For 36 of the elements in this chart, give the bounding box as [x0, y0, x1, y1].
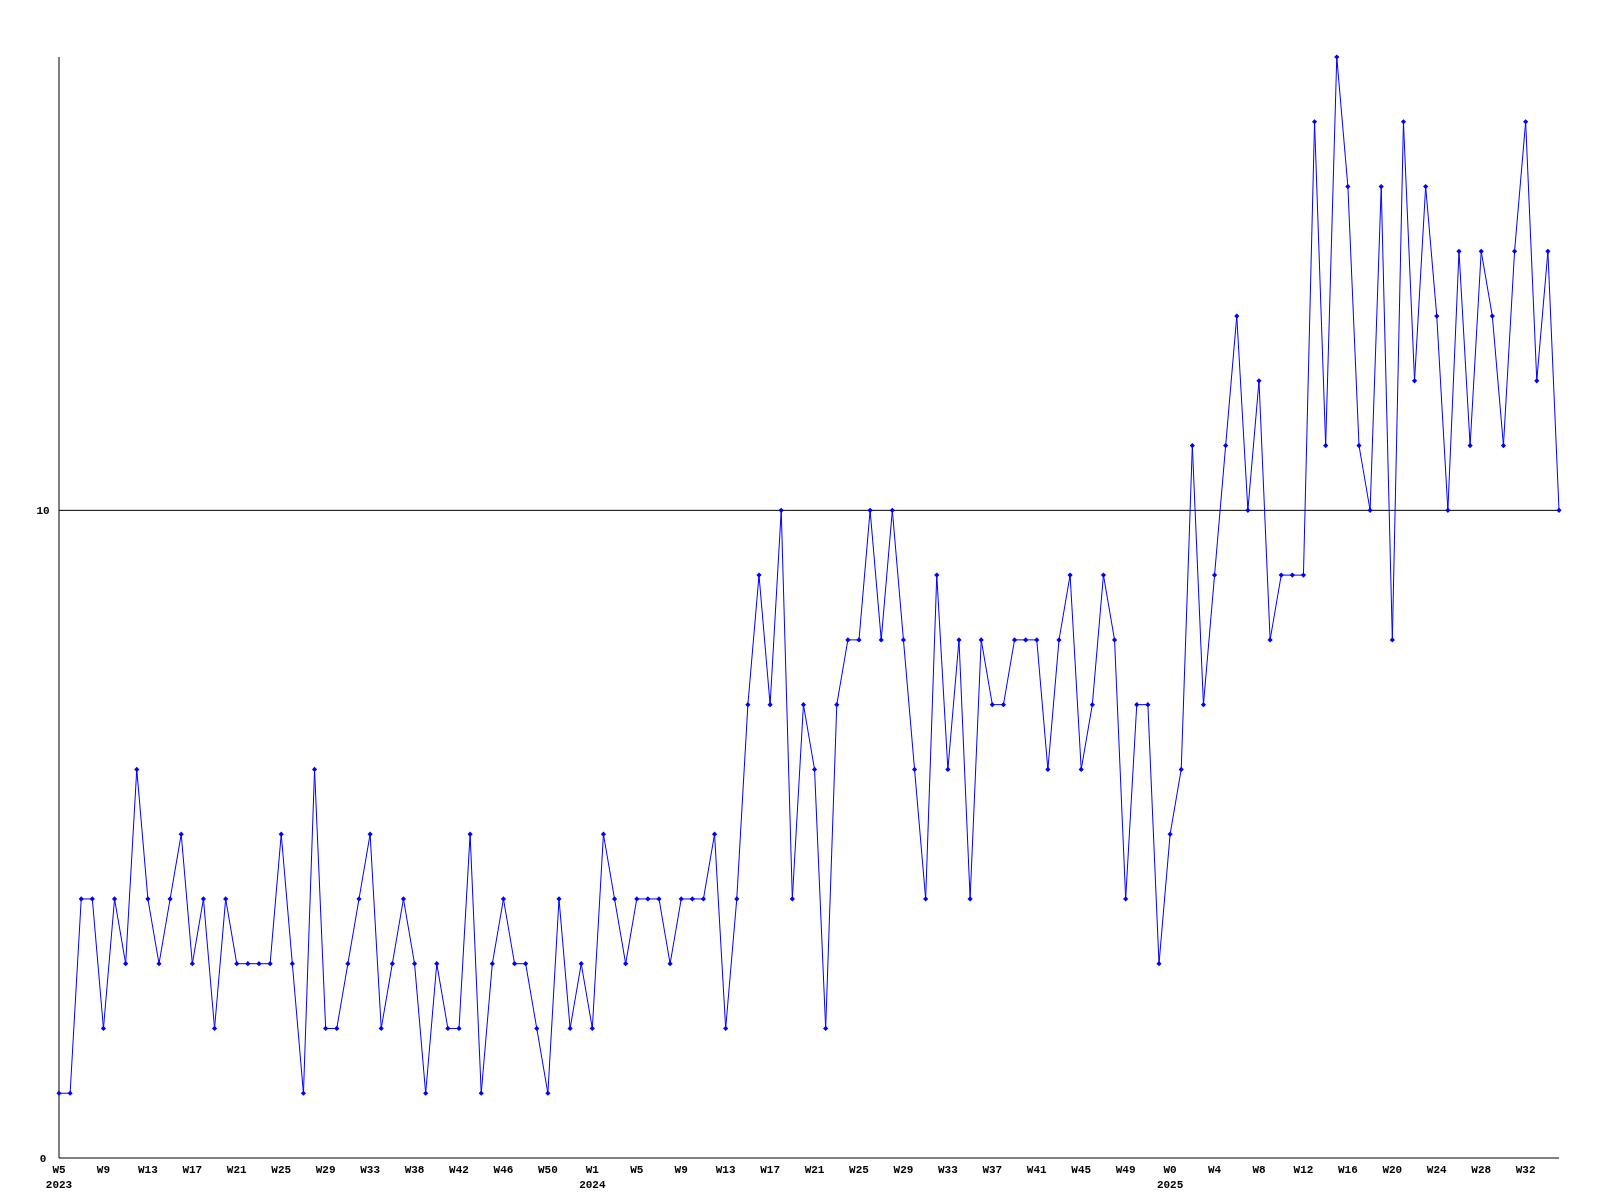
- x-tick-label: W38: [404, 1164, 425, 1176]
- x-tick-label: W29: [315, 1164, 336, 1176]
- x-tick-label: W8: [1252, 1164, 1266, 1176]
- x-tick-label: W21: [804, 1164, 825, 1176]
- x-tick-label: W9: [674, 1164, 688, 1176]
- x-tick-label: W5 2023: [45, 1164, 73, 1191]
- x-tick-label: W32: [1515, 1164, 1536, 1176]
- x-tick-label: W46: [493, 1164, 514, 1176]
- x-tick-label: W25: [849, 1164, 870, 1176]
- x-tick-label: W45: [1071, 1164, 1092, 1176]
- x-tick-label: W29: [893, 1164, 914, 1176]
- x-tick-label: W49: [1115, 1164, 1136, 1176]
- x-tick-label: W16: [1337, 1164, 1358, 1176]
- x-tick-label: W13: [715, 1164, 736, 1176]
- x-tick-label: W17: [182, 1164, 203, 1176]
- x-tick-label: W28: [1471, 1164, 1492, 1176]
- x-tick-label: W4: [1207, 1164, 1222, 1176]
- x-tick-label: W33: [360, 1164, 381, 1176]
- x-tick-label: W42: [449, 1164, 469, 1176]
- x-tick-label: W0 2025: [1156, 1164, 1184, 1191]
- x-tick-label: W33: [937, 1164, 959, 1176]
- y-tick-label: 10: [36, 505, 50, 518]
- x-tick-label: W9: [96, 1164, 111, 1176]
- x-tick-label: W41: [1026, 1164, 1048, 1176]
- x-tick-label: W17: [760, 1164, 781, 1176]
- x-tick-label: W5: [630, 1164, 644, 1176]
- x-tick-label: W37: [982, 1164, 1003, 1176]
- x-tick-label: W12: [1293, 1164, 1314, 1176]
- x-tick-label: W13: [137, 1164, 159, 1176]
- x-tick-label: W50: [537, 1164, 558, 1176]
- x-tick-label: W20: [1382, 1164, 1403, 1176]
- x-tick-label: W1 2024: [579, 1164, 606, 1191]
- y-tick-label: 0: [39, 1152, 47, 1165]
- x-tick-label: W25: [271, 1164, 292, 1176]
- x-tick-label: W21: [226, 1164, 248, 1176]
- x-tick-label: W24: [1426, 1164, 1448, 1176]
